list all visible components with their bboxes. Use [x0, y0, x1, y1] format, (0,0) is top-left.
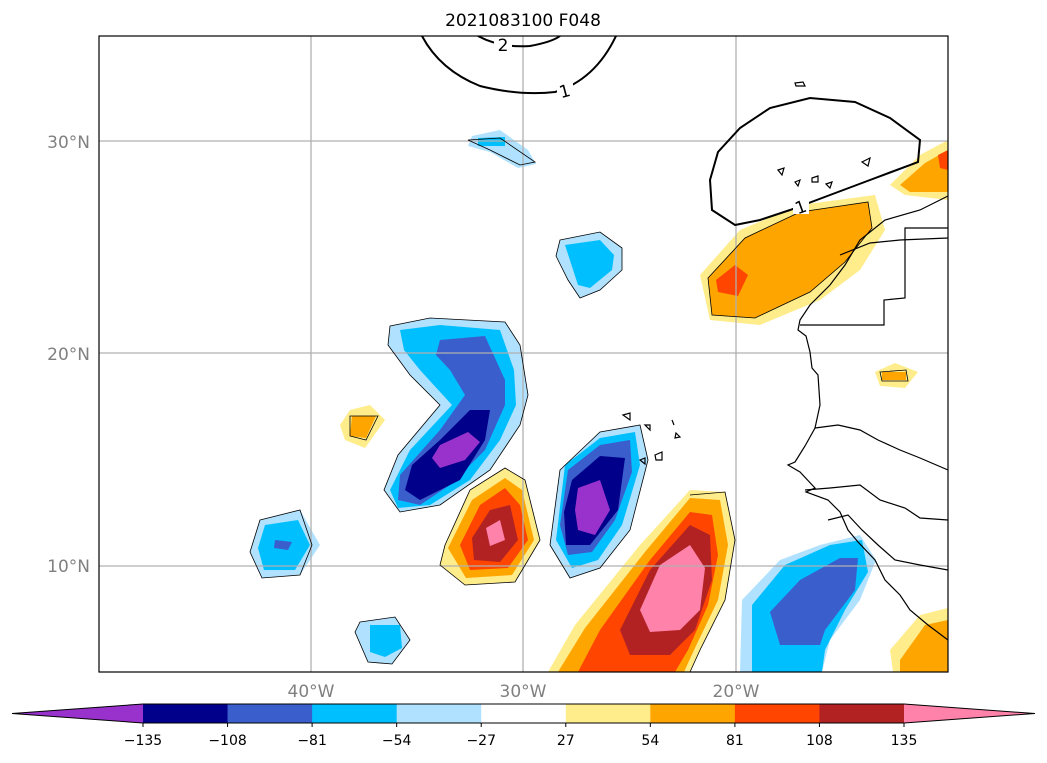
outline-west [383, 317, 529, 513]
map-frame [98, 35, 949, 673]
outline-nw [467, 137, 537, 166]
contour-labels: 2 1 1 [494, 36, 810, 219]
senegal-border [804, 484, 948, 521]
outline-w [349, 415, 379, 441]
anomaly-positive-corner-inner [938, 150, 948, 170]
colorbar-tick-label: −108 [208, 733, 246, 749]
map-title: 2021083100 F048 [445, 11, 601, 31]
west-africa-border [814, 424, 948, 471]
anomaly-negative-north-core [565, 240, 614, 288]
colorbar-tick-label: 27 [557, 733, 575, 749]
colorbar-tick-label: 135 [891, 733, 918, 749]
colorbar-segment [819, 704, 905, 723]
colorbar-segment [481, 704, 567, 723]
colorbar-segment [312, 704, 398, 723]
contour-2 [477, 36, 561, 48]
contour-label-bg [557, 82, 573, 98]
anomaly-negative-se-l3 [770, 558, 858, 645]
colorbar-segment [143, 704, 229, 723]
anomaly-negative-s-core [370, 625, 402, 657]
canary-islands [776, 156, 871, 190]
outline-sw [249, 509, 313, 579]
anomaly-positive-mid-l5 [486, 520, 505, 546]
shaded-fields [250, 130, 948, 672]
lon-label-20w: 20°W [713, 682, 760, 702]
colorbar-extend-low [12, 704, 143, 723]
colorbar-segment [734, 704, 820, 723]
anomaly-negative-central-l5 [575, 480, 610, 535]
madeira [794, 81, 806, 87]
colorbar-tick-label: −27 [466, 733, 496, 749]
contour-1-north [421, 36, 617, 95]
anomaly-positive-ne-l2 [708, 202, 872, 318]
contour-label-1-north: 1 [557, 81, 573, 103]
anomaly-negative-sw-inner [274, 540, 292, 550]
outline-ne [707, 201, 873, 319]
colorbar-tick-label: 54 [641, 733, 659, 749]
anomaly-positive-ne-l3 [716, 265, 748, 296]
outline-s [354, 616, 411, 665]
colorbar-segment [227, 704, 313, 723]
colorbar-segment [650, 704, 736, 723]
line-contours [249, 36, 922, 672]
colorbar-extend-high [904, 704, 1035, 723]
lon-labels: 40°W 30°W 20°W [288, 682, 760, 702]
colorbar-tick-label: −54 [382, 733, 412, 749]
cape-verde [621, 412, 682, 466]
anomaly-positive-corner-core [900, 150, 948, 192]
anomaly-positive-w-core [350, 416, 376, 438]
map-panel: 2 1 1 [98, 35, 949, 673]
anomaly-positive-east-core [882, 372, 906, 380]
lat-label-30n: 30°N [47, 133, 90, 153]
africa-coast [786, 195, 948, 641]
lon-label-30w: 30°W [500, 682, 547, 702]
contour-label-2: 2 [498, 36, 509, 56]
colorbar-segment [396, 704, 482, 723]
contour-label-bg [793, 198, 809, 214]
lat-label-10n: 10°N [47, 557, 90, 577]
colorbar-segment [565, 704, 651, 723]
outline-central [549, 424, 649, 579]
outline-south [689, 491, 736, 672]
colorbar-tick-label: 81 [726, 733, 744, 749]
sahara-border [800, 227, 948, 326]
outline-east [879, 369, 909, 382]
anomaly-negative-west-l5 [432, 432, 480, 468]
outline-north [555, 231, 623, 299]
contour-1-east [708, 96, 922, 227]
anomaly-positive-br-core [900, 620, 948, 672]
colorbar-tick-label: −81 [297, 733, 327, 749]
colorbar-tick-label: 108 [806, 733, 833, 749]
lat-labels: 30°N 20°N 10°N [47, 133, 90, 577]
anomaly-positive-south-l5 [640, 545, 705, 632]
guinea-border [827, 514, 948, 571]
colorbar-tick-label: −135 [124, 733, 162, 749]
lon-label-40w: 40°W [288, 682, 335, 702]
colorbar: −135 −108 −81 −54 −27 27 54 81 108 135 [11, 703, 1036, 749]
lat-label-20n: 20°N [47, 345, 90, 365]
contour-label-bg [494, 37, 512, 53]
outline-mid [439, 467, 541, 586]
gridlines [99, 36, 948, 672]
